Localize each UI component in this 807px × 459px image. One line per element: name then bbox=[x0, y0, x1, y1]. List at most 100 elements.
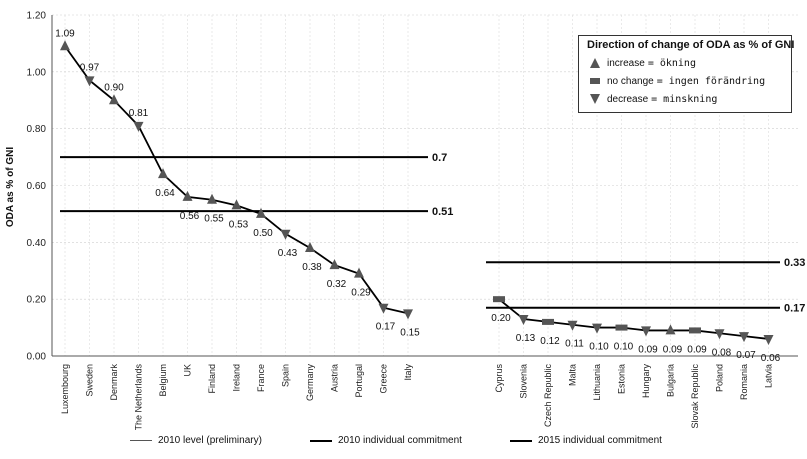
marker-increase bbox=[60, 40, 70, 51]
marker-decrease bbox=[518, 315, 529, 326]
x-tick-label: Italy bbox=[403, 364, 413, 381]
marker-increase bbox=[231, 199, 242, 210]
x-tick-label: Luxembourg bbox=[60, 364, 70, 414]
x-tick-label: Malta bbox=[568, 364, 578, 386]
value-label: 0.09 bbox=[687, 344, 707, 355]
value-label: 0.07 bbox=[736, 350, 756, 361]
legend-item-decrease: decrease = minskning bbox=[589, 93, 717, 105]
x-tick-label: The Netherlands bbox=[134, 364, 144, 430]
marker-decrease bbox=[84, 76, 95, 87]
x-tick-label: Spain bbox=[281, 364, 291, 387]
legend-item-nochange: no change = ingen förändring bbox=[589, 75, 765, 87]
y-tick-label: 0.20 bbox=[27, 295, 47, 306]
value-label: 0.09 bbox=[638, 344, 658, 355]
y-axis-label: ODA as % of GNI bbox=[5, 147, 16, 227]
value-label: 0.56 bbox=[180, 211, 200, 222]
series: 1.09 0.97 0.90 0.81 0.64 0.56 0.55 0.53 0.50 0.43… bbox=[55, 28, 780, 364]
marker-increase bbox=[158, 168, 168, 179]
marker-increase bbox=[109, 94, 119, 105]
reference-label-commitment-2015: 0.7 bbox=[432, 152, 447, 164]
value-label: 0.32 bbox=[327, 279, 347, 290]
value-label: 0.43 bbox=[278, 248, 298, 259]
x-tick-label: Denmark bbox=[109, 364, 119, 401]
value-label: 0.53 bbox=[229, 219, 249, 230]
x-tick-label: Finland bbox=[207, 364, 217, 394]
marker-increase bbox=[207, 193, 217, 204]
legend-handwritten-nochange: = ingen förändring bbox=[656, 75, 766, 87]
value-label: 0.50 bbox=[253, 228, 273, 239]
x-tick-label: Portugal bbox=[354, 364, 364, 398]
reference-label-commitment-2010: 0.17 bbox=[784, 303, 805, 315]
line-legend-label-2010-level: 2010 level (preliminary) bbox=[158, 435, 262, 446]
x-tick-label: Belgium bbox=[158, 364, 168, 397]
marker-increase bbox=[329, 259, 340, 270]
x-tick-label: Hungary bbox=[641, 364, 651, 399]
y-tick-label: 1.00 bbox=[27, 67, 47, 78]
marker-nochange bbox=[615, 324, 628, 331]
line-legend-item-2010-level: 2010 level (preliminary) bbox=[130, 435, 262, 446]
value-label: 0.12 bbox=[540, 336, 560, 347]
y-tick-label: 0.80 bbox=[27, 124, 47, 135]
x-tick-label: Romania bbox=[739, 364, 749, 400]
x-tick-label: Bulgaria bbox=[666, 364, 676, 397]
triangle-down-icon bbox=[590, 94, 600, 104]
legend-label-increase: increase bbox=[607, 57, 645, 69]
x-tick-label: Czech Republic bbox=[543, 364, 553, 428]
marker-decrease bbox=[592, 323, 602, 334]
direction-legend: Direction of change of ODA as % of GNI i… bbox=[578, 35, 794, 113]
value-label: 0.10 bbox=[589, 342, 609, 353]
thick-line-icon bbox=[310, 439, 332, 442]
value-label: 0.10 bbox=[614, 342, 634, 353]
line-legend-label-2010-commitment: 2010 individual commitment bbox=[338, 435, 462, 446]
value-label: 0.38 bbox=[302, 262, 322, 273]
value-label: 0.09 bbox=[663, 344, 683, 355]
square-icon bbox=[590, 78, 600, 84]
value-label: 0.15 bbox=[400, 327, 420, 338]
marker-nochange bbox=[542, 318, 554, 325]
line-legend-label-2015-commitment: 2015 individual commitment bbox=[538, 435, 662, 446]
marker-increase bbox=[354, 267, 364, 278]
y-tick-label: 0.60 bbox=[27, 181, 47, 192]
y-tick-label: 0.00 bbox=[27, 352, 47, 363]
value-label: 0.97 bbox=[80, 62, 100, 73]
marker-decrease bbox=[133, 121, 144, 132]
legend-item-increase: increase = ökning bbox=[589, 57, 696, 69]
x-tick-label: Austria bbox=[330, 364, 340, 392]
value-label: 0.20 bbox=[491, 313, 511, 324]
value-label: 1.09 bbox=[55, 28, 75, 39]
legend-label-decrease: decrease bbox=[607, 93, 649, 105]
x-tick-label: Slovak Republic bbox=[690, 364, 700, 429]
line-legend-item-2010-commitment: 2010 individual commitment bbox=[310, 435, 462, 446]
marker-increase bbox=[665, 324, 676, 335]
marker-decrease bbox=[567, 320, 578, 331]
marker-nochange bbox=[689, 327, 701, 334]
value-label: 0.17 bbox=[376, 322, 396, 333]
value-label: 0.06 bbox=[761, 353, 781, 364]
marker-decrease bbox=[641, 326, 651, 337]
y-axis: 0.00 0.20 0.40 0.60 0.80 1.00 1.20 bbox=[27, 11, 798, 363]
reference-label-commitment-2010: 0.51 bbox=[432, 206, 453, 218]
series-line bbox=[498, 298, 769, 340]
marker-decrease bbox=[763, 334, 774, 345]
triangle-up-icon bbox=[590, 58, 600, 68]
value-label: 0.29 bbox=[351, 288, 371, 299]
x-tick-label: Germany bbox=[305, 364, 315, 402]
x-tick-label: Cyprus bbox=[494, 364, 504, 393]
oda-chart: 0.00 0.20 0.40 0.60 0.80 1.00 1.20 ODA as % of… bbox=[5, 11, 805, 431]
marker-decrease bbox=[378, 303, 389, 314]
value-label: 0.64 bbox=[155, 188, 175, 199]
legend-handwritten-increase: = ökning bbox=[647, 57, 696, 69]
x-tick-label: Greece bbox=[379, 364, 389, 394]
x-tick-label: UK bbox=[183, 364, 193, 377]
value-label: 0.90 bbox=[104, 82, 124, 93]
value-label: 0.81 bbox=[129, 108, 149, 119]
line-legend-item-2015-commitment: 2015 individual commitment bbox=[510, 435, 662, 446]
reference-label-commitment-2015: 0.33 bbox=[784, 257, 805, 269]
value-label: 0.11 bbox=[565, 339, 584, 350]
marker-decrease bbox=[739, 332, 749, 343]
legend-label-nochange: no change bbox=[607, 75, 654, 87]
x-tick-label: Estonia bbox=[617, 364, 627, 394]
thick-line-icon bbox=[510, 439, 532, 442]
marker-increase bbox=[182, 190, 193, 201]
x-tick-label: Lithuania bbox=[592, 364, 602, 401]
